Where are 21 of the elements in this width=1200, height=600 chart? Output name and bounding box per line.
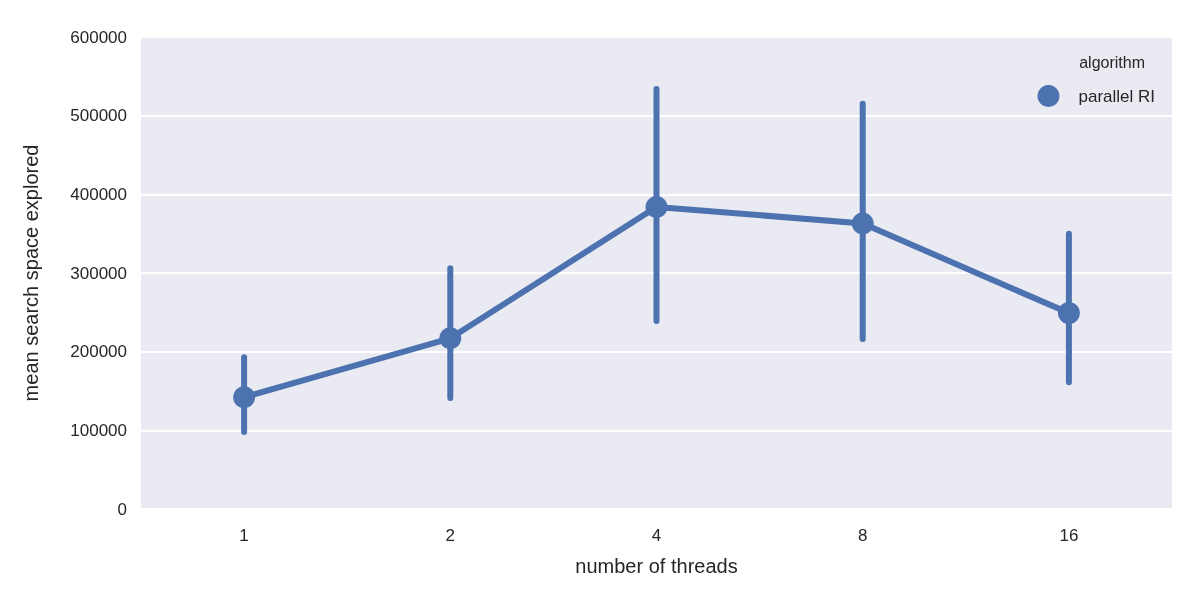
legend-label: parallel RI bbox=[1078, 86, 1156, 106]
point bbox=[851, 212, 874, 235]
x-tick-label: 8 bbox=[857, 526, 868, 545]
y-tick-label: 600000 bbox=[70, 27, 127, 47]
y-axis-title: mean search space explored bbox=[20, 144, 42, 402]
x-tick-label: 2 bbox=[445, 526, 456, 545]
y-tick-label: 400000 bbox=[70, 184, 127, 204]
x-tick-label: 16 bbox=[1059, 526, 1079, 545]
y-tick-label: 300000 bbox=[70, 263, 127, 283]
point bbox=[645, 195, 668, 218]
point bbox=[233, 386, 256, 409]
y-tick-label: 0 bbox=[117, 499, 127, 519]
y-tick-label: 500000 bbox=[70, 106, 127, 126]
x-axis-title: number of threads bbox=[575, 555, 738, 577]
point bbox=[1057, 302, 1080, 325]
x-tick-label: 1 bbox=[239, 526, 249, 545]
point bbox=[439, 327, 462, 350]
y-tick-label: 100000 bbox=[70, 420, 127, 440]
x-tick-label: 4 bbox=[651, 526, 662, 545]
y-tick-label: 200000 bbox=[70, 342, 127, 362]
legend-title: algorithm bbox=[1079, 53, 1146, 71]
